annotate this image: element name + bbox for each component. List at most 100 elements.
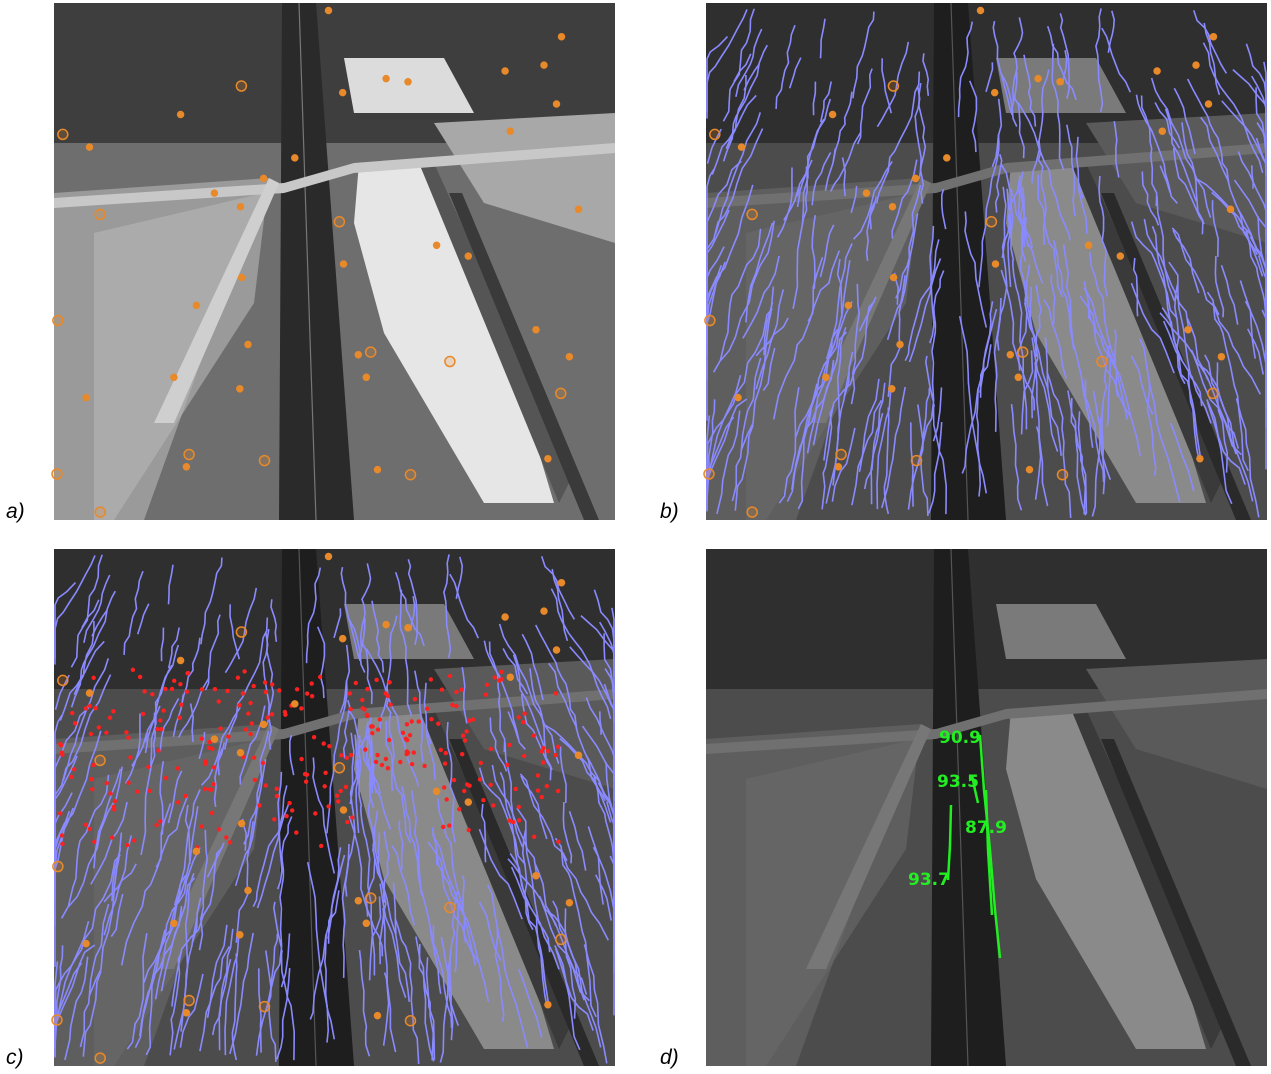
feature-point xyxy=(533,327,539,333)
feature-point xyxy=(83,941,89,947)
detected-point xyxy=(522,754,526,758)
feature-point xyxy=(747,507,757,517)
feature-point xyxy=(261,721,267,727)
detected-point xyxy=(541,760,545,764)
detected-point xyxy=(111,709,115,713)
detected-point xyxy=(89,732,93,736)
feature-point xyxy=(502,614,508,620)
detected-point xyxy=(507,743,511,747)
detected-point xyxy=(313,811,317,815)
detected-point xyxy=(408,733,412,737)
feature-point xyxy=(576,752,582,758)
detected-point xyxy=(69,775,73,779)
detected-point xyxy=(380,763,384,767)
feature-point xyxy=(890,204,896,210)
feature-point xyxy=(95,1053,105,1063)
figure: a) b) c) d) 90.993.587.993.7 xyxy=(0,0,1271,1074)
detected-point xyxy=(88,827,92,831)
feature-point xyxy=(366,347,376,357)
detected-point xyxy=(211,782,215,786)
feature-point xyxy=(183,1010,189,1016)
feature-point xyxy=(171,920,177,926)
detected-point xyxy=(155,727,159,731)
detected-point xyxy=(299,757,303,761)
feature-point xyxy=(1018,347,1028,357)
feature-point xyxy=(52,469,62,479)
feature-point xyxy=(355,352,361,358)
feature-point xyxy=(992,90,998,96)
detected-point xyxy=(489,783,493,787)
feature-point xyxy=(1193,62,1199,68)
detected-point xyxy=(178,682,182,686)
detected-point xyxy=(413,697,417,701)
detected-point xyxy=(125,843,129,847)
feature-point xyxy=(341,807,347,813)
detected-point xyxy=(541,746,545,750)
detected-point xyxy=(84,706,88,710)
feature-point xyxy=(559,580,565,586)
detected-point xyxy=(213,687,217,691)
detected-point xyxy=(210,811,214,815)
detected-point xyxy=(436,722,440,726)
detected-point xyxy=(170,687,174,691)
panel-a xyxy=(52,3,615,520)
detected-point xyxy=(295,687,299,691)
feature-point xyxy=(236,81,246,91)
feature-point xyxy=(178,112,184,118)
detected-point xyxy=(505,763,509,767)
feature-point xyxy=(1015,374,1021,380)
detected-point xyxy=(226,735,230,739)
feature-point xyxy=(326,554,332,560)
detected-point xyxy=(545,784,549,788)
detected-point xyxy=(532,835,536,839)
detected-point xyxy=(200,687,204,691)
detected-point xyxy=(305,773,309,777)
detected-point xyxy=(217,827,221,831)
detected-point xyxy=(241,691,245,695)
feature-point xyxy=(239,275,245,281)
feature-point xyxy=(292,701,298,707)
feature-point xyxy=(405,79,411,85)
feature-point xyxy=(184,996,194,1006)
detected-point xyxy=(284,814,288,818)
feature-point xyxy=(260,1002,270,1012)
detected-point xyxy=(406,751,410,755)
feature-point xyxy=(1097,357,1107,367)
feature-point xyxy=(556,934,566,944)
feature-point xyxy=(889,386,895,392)
feature-point xyxy=(261,175,267,181)
detected-point xyxy=(270,712,274,716)
detected-point xyxy=(154,823,158,827)
speed-label: 87.9 xyxy=(965,818,1007,838)
detected-point xyxy=(339,753,343,757)
feature-point xyxy=(1007,352,1013,358)
panel-label: d) xyxy=(660,1046,679,1069)
detected-point xyxy=(546,749,550,753)
detected-point xyxy=(275,787,279,791)
feature-point xyxy=(1159,128,1165,134)
detected-point xyxy=(277,688,281,692)
feature-point xyxy=(1197,456,1203,462)
detected-point xyxy=(417,719,421,723)
detected-point xyxy=(452,778,456,782)
feature-point xyxy=(1185,327,1191,333)
detected-point xyxy=(348,691,352,695)
detected-point xyxy=(156,748,160,752)
feature-point xyxy=(705,316,715,326)
detected-point xyxy=(374,760,378,764)
feature-point xyxy=(366,893,376,903)
detected-point xyxy=(290,808,294,812)
detected-point xyxy=(203,787,207,791)
feature-point xyxy=(405,625,411,631)
detected-point xyxy=(89,777,93,781)
detected-point xyxy=(448,674,452,678)
feature-point xyxy=(465,799,471,805)
detected-point xyxy=(128,755,132,759)
detected-point xyxy=(272,817,276,821)
detected-point xyxy=(138,675,142,679)
feature-point xyxy=(245,888,251,894)
detected-point xyxy=(270,682,274,686)
feature-point xyxy=(383,622,389,628)
detected-point xyxy=(375,753,379,757)
detected-point xyxy=(344,785,348,789)
